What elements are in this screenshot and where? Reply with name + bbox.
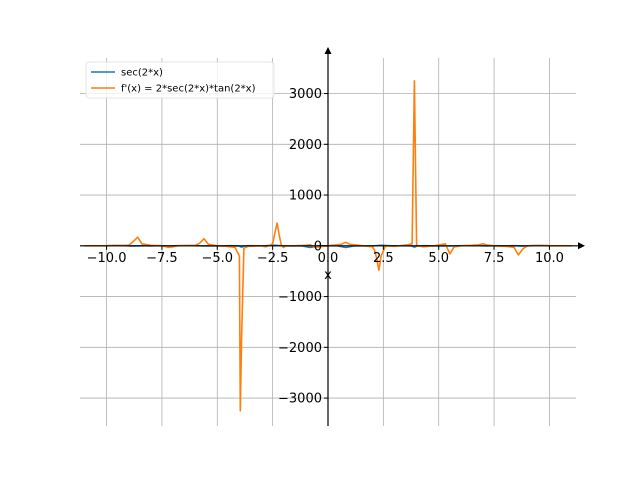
legend: sec(2*x) f'(x) = 2*sec(2*x)*tan(2*x) [85,61,275,99]
x-axis-arrow-icon [578,242,585,250]
legend-box [85,61,275,99]
legend-label: sec(2*x) [121,68,163,79]
y-axis-arrow-icon [324,47,332,54]
x-tick-label: 2.5 [373,251,394,266]
x-tick-label: 7.5 [484,251,505,266]
x-tick-labels: −10.0 −7.5 −5.0 −2.5 0.0 2.5 5.0 7.5 10.0 [87,245,564,266]
x-tick-label: 0.0 [318,251,339,266]
y-tick-label: −3000 [278,392,322,407]
y-tick-label: 2000 [289,138,322,153]
x-tick-label: −5.0 [201,251,233,266]
legend-label: f'(x) = 2*sec(2*x)*tan(2*x) [121,84,256,95]
x-axis-label: x [324,268,332,283]
x-tick-label: 5.0 [428,251,449,266]
y-tick-label: −2000 [278,341,322,356]
y-tick-label: 1000 [289,189,322,204]
y-tick-labels: −3000 −2000 −1000 0 1000 2000 3000 [278,87,328,407]
y-tick-label: 0 [314,239,322,254]
x-tick-label: −7.5 [146,251,178,266]
axes [80,47,585,426]
y-tick-label: −1000 [278,290,322,305]
y-tick-label: 3000 [289,87,322,102]
x-tick-label: 10.0 [535,251,564,266]
x-tick-label: −10.0 [87,251,127,266]
x-tick-label: −2.5 [257,251,289,266]
